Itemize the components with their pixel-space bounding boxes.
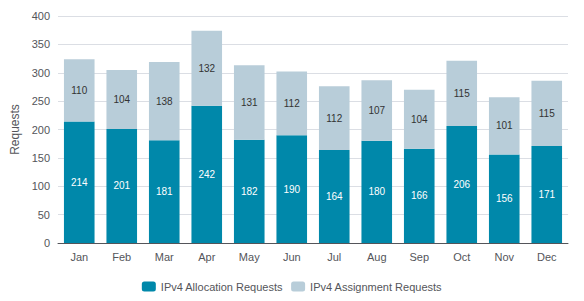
svg-text:IPv4 Allocation Requests: IPv4 Allocation Requests <box>161 281 283 293</box>
svg-text:206: 206 <box>453 179 470 190</box>
svg-text:400: 400 <box>32 10 50 22</box>
svg-text:Mar: Mar <box>155 251 174 263</box>
svg-text:166: 166 <box>411 190 428 201</box>
svg-text:115: 115 <box>539 108 555 119</box>
svg-text:112: 112 <box>284 98 300 109</box>
svg-text:182: 182 <box>241 186 258 197</box>
svg-text:0: 0 <box>44 237 50 249</box>
svg-text:Nov: Nov <box>494 251 514 263</box>
svg-text:171: 171 <box>538 189 555 200</box>
svg-text:150: 150 <box>32 152 50 164</box>
svg-text:Oct: Oct <box>453 251 470 263</box>
svg-text:Jan: Jan <box>70 251 88 263</box>
svg-text:115: 115 <box>454 88 470 99</box>
svg-text:Sep: Sep <box>409 251 429 263</box>
svg-text:112: 112 <box>326 113 342 124</box>
svg-text:131: 131 <box>241 97 258 108</box>
svg-text:IPv4 Assignment Requests: IPv4 Assignment Requests <box>310 281 442 293</box>
svg-text:Jul: Jul <box>327 251 341 263</box>
svg-text:100: 100 <box>32 180 50 192</box>
svg-text:181: 181 <box>156 186 173 197</box>
svg-text:Requests: Requests <box>8 104 22 155</box>
svg-text:132: 132 <box>198 63 215 74</box>
svg-text:300: 300 <box>32 67 50 79</box>
svg-text:107: 107 <box>368 105 385 116</box>
svg-text:Apr: Apr <box>198 251 215 263</box>
svg-text:Feb: Feb <box>112 251 131 263</box>
svg-text:180: 180 <box>368 186 385 197</box>
svg-text:Aug: Aug <box>367 251 387 263</box>
svg-text:214: 214 <box>71 177 88 188</box>
svg-text:350: 350 <box>32 38 50 50</box>
svg-text:250: 250 <box>32 95 50 107</box>
svg-text:101: 101 <box>496 120 513 131</box>
svg-text:Jun: Jun <box>283 251 301 263</box>
svg-text:200: 200 <box>32 124 50 136</box>
svg-text:190: 190 <box>283 184 300 195</box>
svg-text:138: 138 <box>156 96 173 107</box>
svg-text:156: 156 <box>496 193 513 204</box>
svg-text:Dec: Dec <box>537 251 557 263</box>
svg-text:May: May <box>239 251 260 263</box>
svg-text:50: 50 <box>38 209 50 221</box>
svg-text:110: 110 <box>71 85 87 96</box>
svg-text:201: 201 <box>113 180 130 191</box>
svg-text:164: 164 <box>326 191 343 202</box>
svg-text:104: 104 <box>113 94 130 105</box>
svg-text:104: 104 <box>411 114 428 125</box>
svg-text:242: 242 <box>198 169 215 180</box>
